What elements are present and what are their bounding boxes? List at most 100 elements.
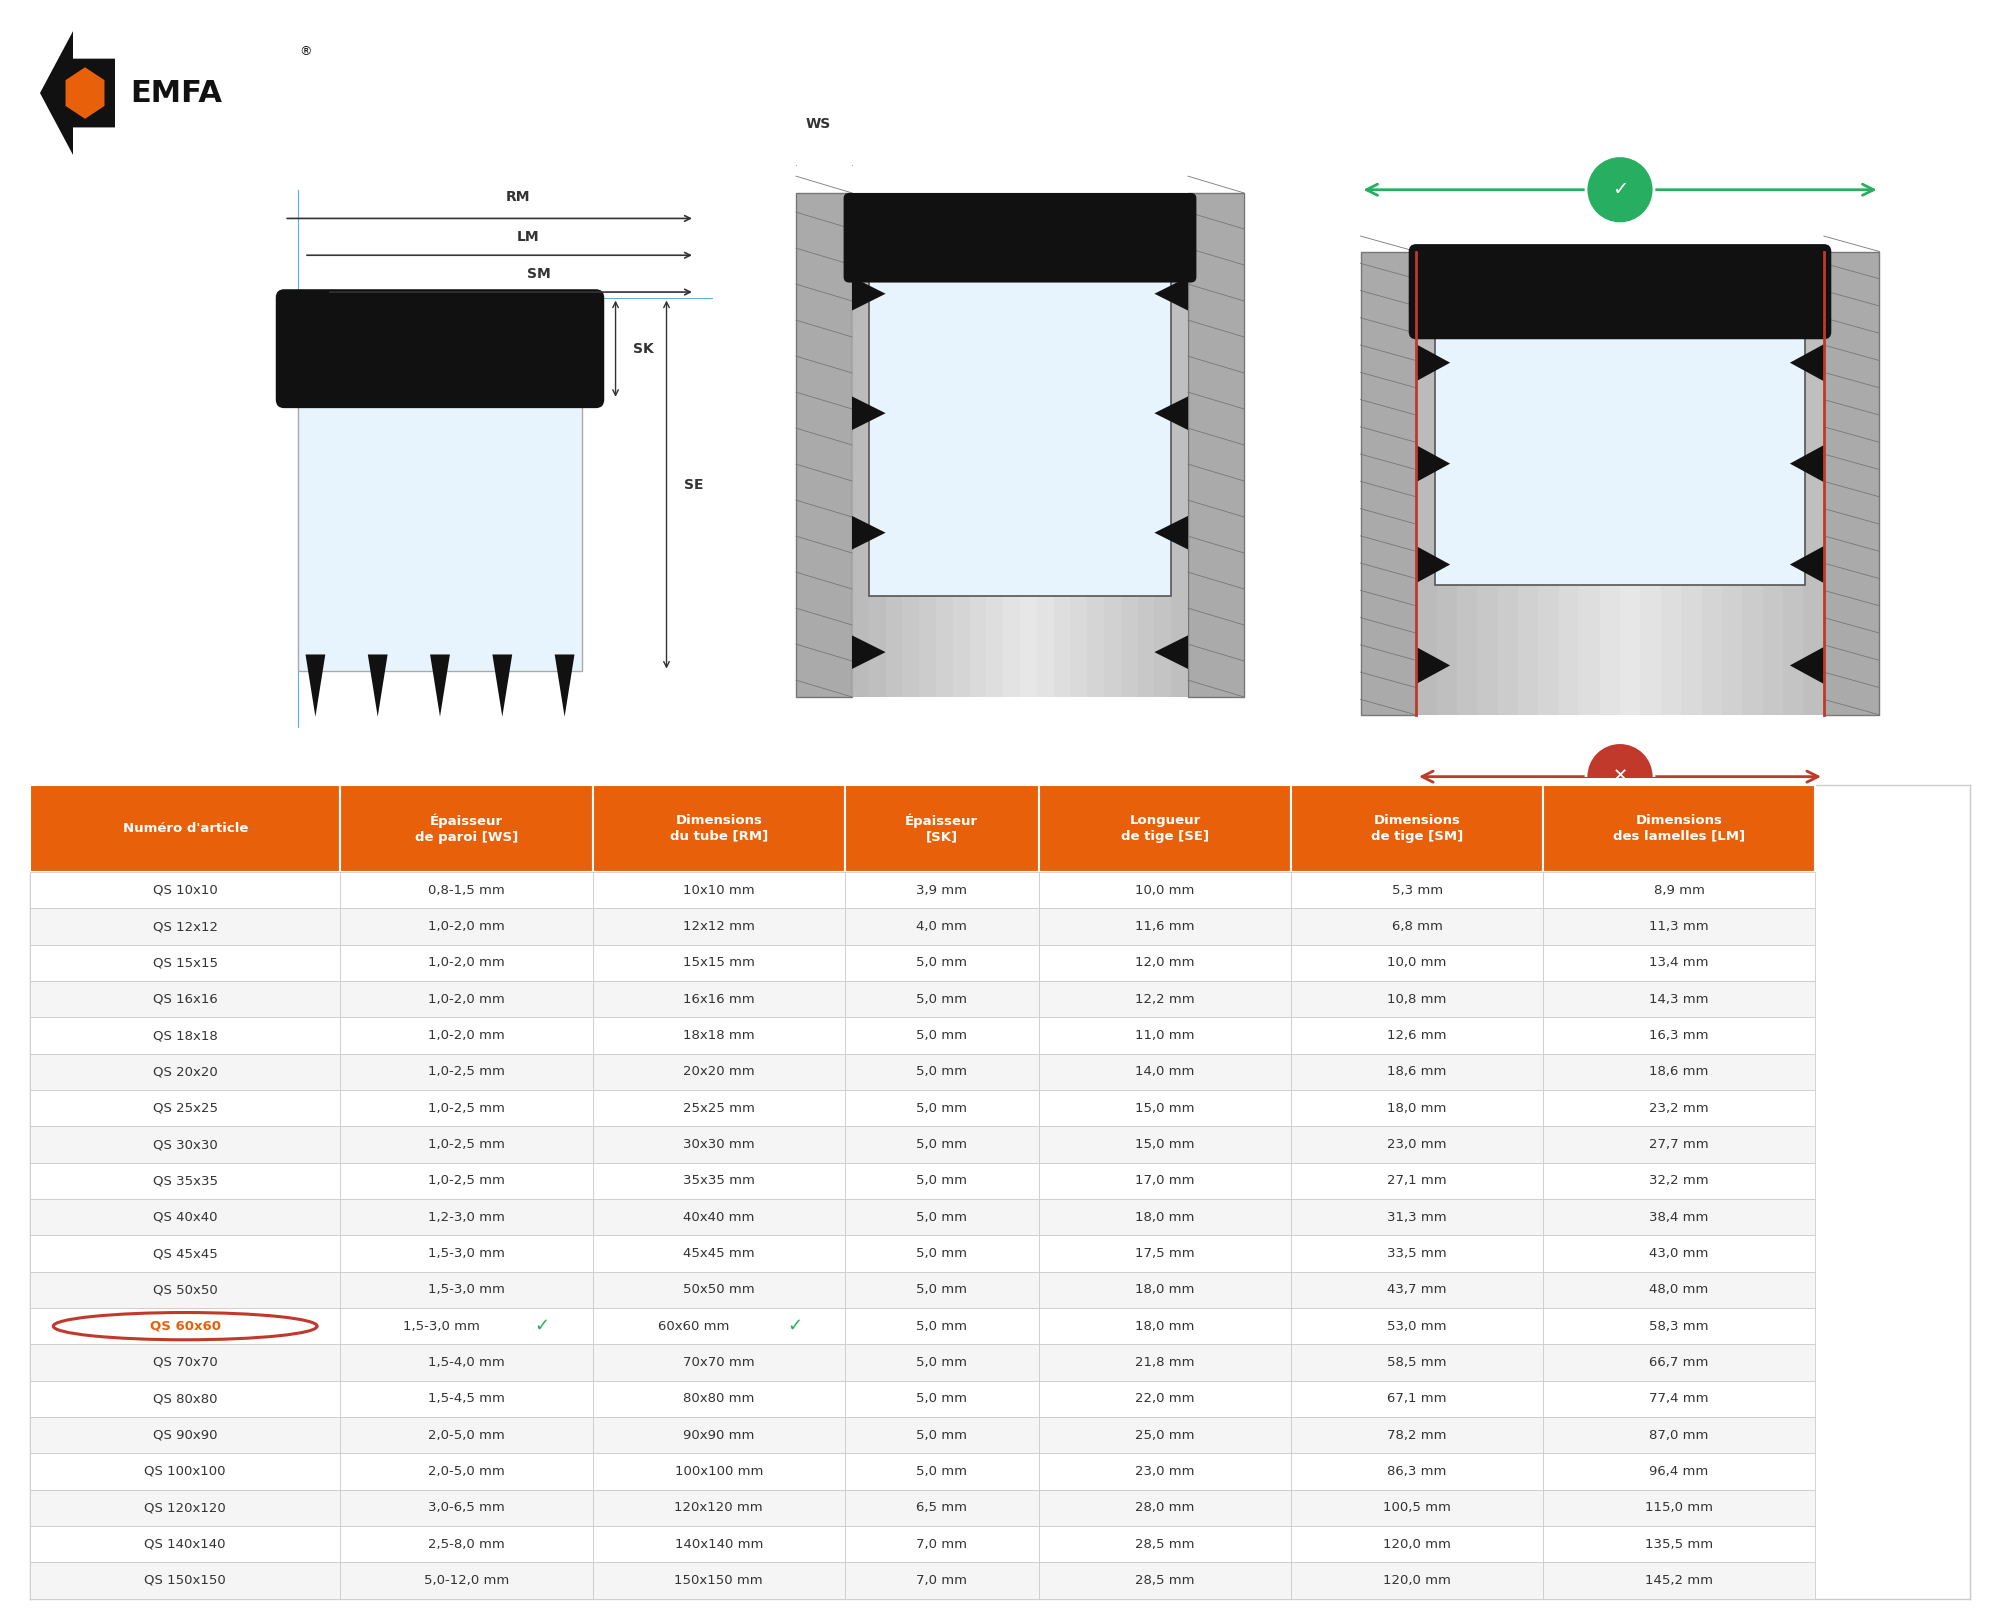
Text: 53,0 mm: 53,0 mm [1388,1320,1446,1333]
Polygon shape [1416,445,1450,482]
Text: QS 35x35: QS 35x35 [152,1175,218,1188]
FancyBboxPatch shape [844,1417,1038,1453]
FancyBboxPatch shape [1004,193,1020,697]
Text: 40x40 mm: 40x40 mm [684,1210,754,1223]
Text: 18,0 mm: 18,0 mm [1136,1320,1194,1333]
Text: 16x16 mm: 16x16 mm [682,993,754,1006]
FancyBboxPatch shape [30,785,340,872]
Text: QS 90x90: QS 90x90 [152,1429,218,1442]
Text: 28,5 mm: 28,5 mm [1136,1537,1194,1550]
Text: 12x12 mm: 12x12 mm [682,921,754,934]
FancyBboxPatch shape [1054,193,1070,697]
Text: 15,0 mm: 15,0 mm [1136,1102,1194,1115]
FancyBboxPatch shape [1038,1272,1292,1307]
Text: 28,0 mm: 28,0 mm [1136,1502,1194,1514]
FancyBboxPatch shape [340,1236,592,1272]
Polygon shape [1790,647,1824,684]
Text: 5,0 mm: 5,0 mm [916,993,968,1006]
Text: 70x70 mm: 70x70 mm [682,1356,754,1369]
FancyBboxPatch shape [852,193,868,697]
Text: 5,0 mm: 5,0 mm [916,1464,968,1477]
FancyBboxPatch shape [1292,1307,1544,1345]
Text: QS 140x140: QS 140x140 [144,1537,226,1550]
FancyBboxPatch shape [1038,1163,1292,1199]
FancyBboxPatch shape [30,1018,340,1053]
FancyBboxPatch shape [1292,1526,1544,1563]
Polygon shape [1416,647,1450,684]
FancyBboxPatch shape [340,1018,592,1053]
FancyBboxPatch shape [340,1453,592,1490]
Polygon shape [1154,277,1188,311]
Polygon shape [554,654,574,717]
FancyBboxPatch shape [1660,251,1682,715]
Text: QS 100x100: QS 100x100 [144,1464,226,1477]
FancyBboxPatch shape [1138,193,1154,697]
Polygon shape [1154,396,1188,430]
FancyBboxPatch shape [30,1526,340,1563]
Text: 43,0 mm: 43,0 mm [1650,1247,1708,1260]
Text: 32,2 mm: 32,2 mm [1650,1175,1708,1188]
FancyBboxPatch shape [30,945,340,981]
FancyBboxPatch shape [592,1453,844,1490]
FancyBboxPatch shape [592,1163,844,1199]
Polygon shape [852,516,886,550]
Text: QS 70x70: QS 70x70 [152,1356,218,1369]
FancyBboxPatch shape [592,1053,844,1091]
FancyBboxPatch shape [340,1307,592,1345]
Text: 22,0 mm: 22,0 mm [1136,1393,1194,1406]
Text: 20x20 mm: 20x20 mm [682,1065,754,1078]
FancyBboxPatch shape [1292,785,1544,872]
FancyBboxPatch shape [1640,251,1660,715]
Text: 33,5 mm: 33,5 mm [1388,1247,1446,1260]
FancyBboxPatch shape [844,1091,1038,1126]
FancyBboxPatch shape [844,1272,1038,1307]
FancyBboxPatch shape [1544,1272,1814,1307]
FancyBboxPatch shape [868,238,1172,595]
FancyBboxPatch shape [1544,981,1814,1018]
Text: Longueur
de tige [SE]: Longueur de tige [SE] [1120,814,1208,843]
FancyBboxPatch shape [844,785,1038,872]
FancyBboxPatch shape [844,1163,1038,1199]
Text: 18,6 mm: 18,6 mm [1388,1065,1446,1078]
Text: 15,0 mm: 15,0 mm [1136,1137,1194,1150]
FancyBboxPatch shape [592,1091,844,1126]
Text: 86,3 mm: 86,3 mm [1388,1464,1446,1477]
FancyBboxPatch shape [1038,1490,1292,1526]
FancyBboxPatch shape [1558,251,1580,715]
FancyBboxPatch shape [340,1345,592,1380]
Text: 60x60 mm: 60x60 mm [658,1320,730,1333]
Text: 6,5 mm: 6,5 mm [916,1502,968,1514]
Text: 87,0 mm: 87,0 mm [1650,1429,1708,1442]
FancyBboxPatch shape [1038,908,1292,945]
FancyBboxPatch shape [1038,1526,1292,1563]
FancyBboxPatch shape [1360,251,1416,715]
FancyBboxPatch shape [592,1490,844,1526]
FancyBboxPatch shape [1038,1126,1292,1163]
Text: 23,0 mm: 23,0 mm [1136,1464,1194,1477]
FancyBboxPatch shape [844,1453,1038,1490]
FancyBboxPatch shape [1292,1091,1544,1126]
Text: Dimensions
des lamelles [LM]: Dimensions des lamelles [LM] [1612,814,1746,843]
FancyBboxPatch shape [30,872,340,908]
FancyBboxPatch shape [340,1526,592,1563]
Text: 150x150 mm: 150x150 mm [674,1574,764,1587]
FancyBboxPatch shape [1620,251,1640,715]
Text: 1,0-2,0 mm: 1,0-2,0 mm [428,993,504,1006]
Text: 16,3 mm: 16,3 mm [1650,1029,1708,1042]
FancyBboxPatch shape [30,1490,340,1526]
Text: 77,4 mm: 77,4 mm [1650,1393,1708,1406]
FancyBboxPatch shape [592,1417,844,1453]
FancyBboxPatch shape [1292,981,1544,1018]
Text: 27,7 mm: 27,7 mm [1650,1137,1708,1150]
Text: 3,9 mm: 3,9 mm [916,883,968,896]
Text: 7,0 mm: 7,0 mm [916,1537,968,1550]
Text: 2,0-5,0 mm: 2,0-5,0 mm [428,1464,504,1477]
FancyBboxPatch shape [1544,1490,1814,1526]
FancyBboxPatch shape [340,785,592,872]
FancyBboxPatch shape [1292,1236,1544,1272]
Text: 1,0-2,5 mm: 1,0-2,5 mm [428,1065,504,1078]
Text: 5,0 mm: 5,0 mm [916,1356,968,1369]
FancyBboxPatch shape [340,1272,592,1307]
FancyBboxPatch shape [1038,1453,1292,1490]
Text: Numéro d'article: Numéro d'article [122,822,248,835]
